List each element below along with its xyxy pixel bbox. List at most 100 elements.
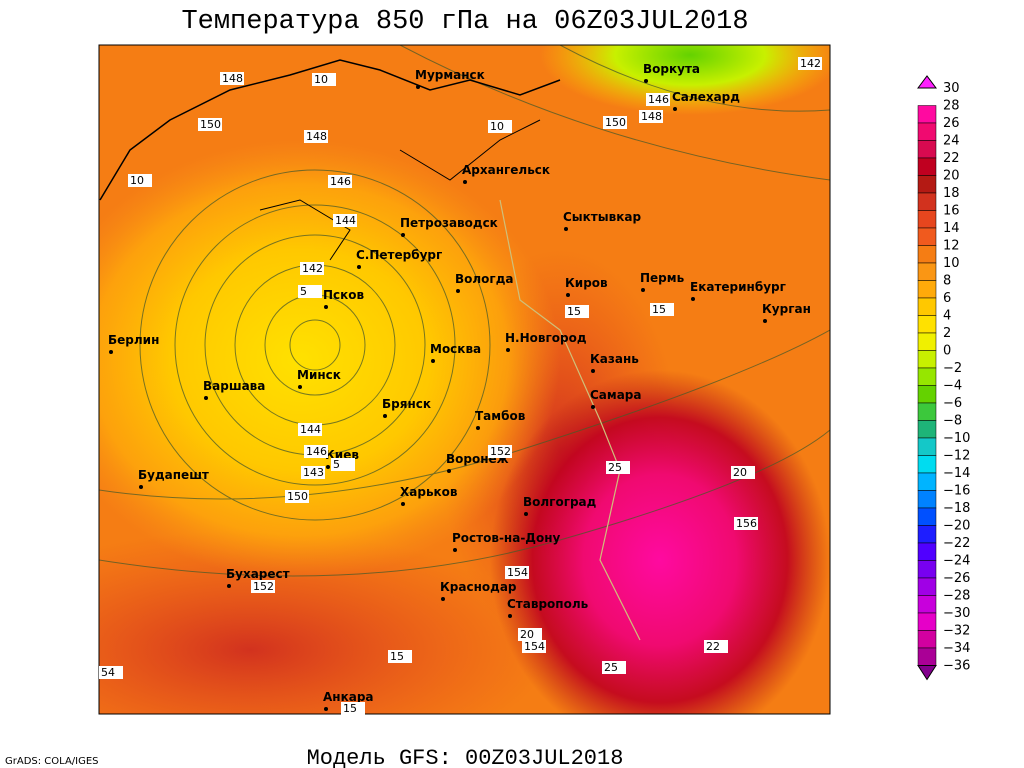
map-frame xyxy=(98,44,831,715)
city-dot xyxy=(476,426,480,430)
colorbar-label: −26 xyxy=(943,571,970,586)
city-dot xyxy=(441,597,445,601)
contour-label-box xyxy=(650,303,674,316)
contour-labels: 148 150 148 146 144 142 144 146 143 150 152 152 154 1… xyxy=(99,57,822,715)
city-dot xyxy=(463,180,467,184)
colorbar-label: 16 xyxy=(943,204,960,219)
contour-label: 142 xyxy=(800,57,821,70)
city-dot xyxy=(566,293,570,297)
contour-label-box xyxy=(298,285,322,298)
city-label: Воркута xyxy=(643,62,700,76)
city-label: Ставрополь xyxy=(507,597,589,611)
colorbar-label: 8 xyxy=(943,274,951,289)
footer: Модель GFS: 00Z03JUL2018 xyxy=(307,746,624,768)
city-dot xyxy=(506,348,510,352)
city-dot xyxy=(324,305,328,309)
contour-label: 5 xyxy=(333,458,340,471)
colorbar-label: 22 xyxy=(943,151,960,166)
colorbar-swatch xyxy=(917,227,937,246)
contour-label-box xyxy=(99,666,123,679)
contour-label: 22 xyxy=(706,640,720,653)
contour-label: 54 xyxy=(101,666,115,679)
contour-label: 146 xyxy=(330,175,351,188)
city-dot xyxy=(383,414,387,418)
contour-label: 144 xyxy=(300,423,321,436)
city-dot xyxy=(453,548,457,552)
contour-label-box xyxy=(328,175,352,188)
contour-label-box xyxy=(606,461,630,474)
contour-label-box xyxy=(198,118,222,131)
colorbar-label: 18 xyxy=(943,186,960,201)
contour-label: 150 xyxy=(287,490,308,503)
contour-label: 146 xyxy=(648,93,669,106)
colorbar-label: −24 xyxy=(943,554,970,569)
city-label: Бухарест xyxy=(226,567,290,581)
city-dot xyxy=(591,405,595,409)
city-dot xyxy=(357,265,361,269)
colorbar-label: −30 xyxy=(943,606,970,621)
city-dot xyxy=(401,233,405,237)
city-dot xyxy=(401,502,405,506)
colorbar-label: 0 xyxy=(943,344,951,359)
contour-label-box xyxy=(304,130,328,143)
colorbar-swatch xyxy=(917,350,937,369)
contour-label: 20 xyxy=(733,466,747,479)
credit: GrADS: COLA/IGES xyxy=(5,756,99,767)
colorbar-swatch xyxy=(917,332,937,351)
contour-label: 10 xyxy=(490,120,504,133)
contour-label: 144 xyxy=(335,214,356,227)
contour-label-box xyxy=(488,120,512,133)
contour-label-box xyxy=(301,466,325,479)
colorbar-swatch xyxy=(917,560,937,579)
city-label: Киров xyxy=(565,276,608,290)
city-label: Курган xyxy=(762,302,811,316)
colorbar-swatch xyxy=(917,175,937,194)
colorbar-cap xyxy=(917,75,937,89)
colorbar-label: −34 xyxy=(943,641,970,656)
contour-label-box xyxy=(251,580,275,593)
colorbar-swatch xyxy=(917,630,937,649)
contour-label: 15 xyxy=(390,650,404,663)
colorbar-swatch xyxy=(917,437,937,456)
city-label: Пермь xyxy=(640,271,685,285)
contour-label-box xyxy=(488,445,512,458)
city-label: Берлин xyxy=(108,333,159,347)
city-label: Казань xyxy=(590,352,639,366)
colorbar-label: 12 xyxy=(943,239,960,254)
colorbar-label: 28 xyxy=(943,99,960,114)
city-label: Анкара xyxy=(323,690,374,704)
contour-label-box xyxy=(333,214,357,227)
colorbar-label: −14 xyxy=(943,466,970,481)
colorbar-swatch xyxy=(917,612,937,631)
contour-label: 156 xyxy=(736,517,757,530)
colorbar-label: 2 xyxy=(943,326,951,341)
contour-label-box xyxy=(734,517,758,530)
city-label: Ростов-на-Дону xyxy=(452,531,561,545)
contour-label: 146 xyxy=(306,445,327,458)
colorbar-cap xyxy=(917,665,937,681)
colorbar-label: 26 xyxy=(943,116,960,131)
colorbar-swatch xyxy=(917,577,937,596)
contour-label: 25 xyxy=(604,661,618,674)
city-label: Будапешт xyxy=(138,468,209,482)
contour-label: 152 xyxy=(490,445,511,458)
city-dot xyxy=(416,85,420,89)
colorbar-swatch xyxy=(917,192,937,211)
contour-label: 148 xyxy=(306,130,327,143)
colorbar-label: −20 xyxy=(943,519,970,534)
colorbar-swatch xyxy=(917,402,937,421)
city-dot xyxy=(691,297,695,301)
city-label: Вологда xyxy=(455,272,513,286)
title: Температура 850 гПа на 06Z03JUL2018 xyxy=(181,7,748,37)
contour-label-box xyxy=(304,445,328,458)
city-dot xyxy=(298,385,302,389)
contour-label-box xyxy=(300,262,324,275)
colorbar-swatch xyxy=(917,157,937,176)
colorbar-label: −6 xyxy=(943,396,962,411)
contour-label-box xyxy=(639,110,663,123)
map xyxy=(99,45,830,714)
colorbar-swatch xyxy=(917,525,937,544)
colorbar-swatch xyxy=(917,280,937,299)
